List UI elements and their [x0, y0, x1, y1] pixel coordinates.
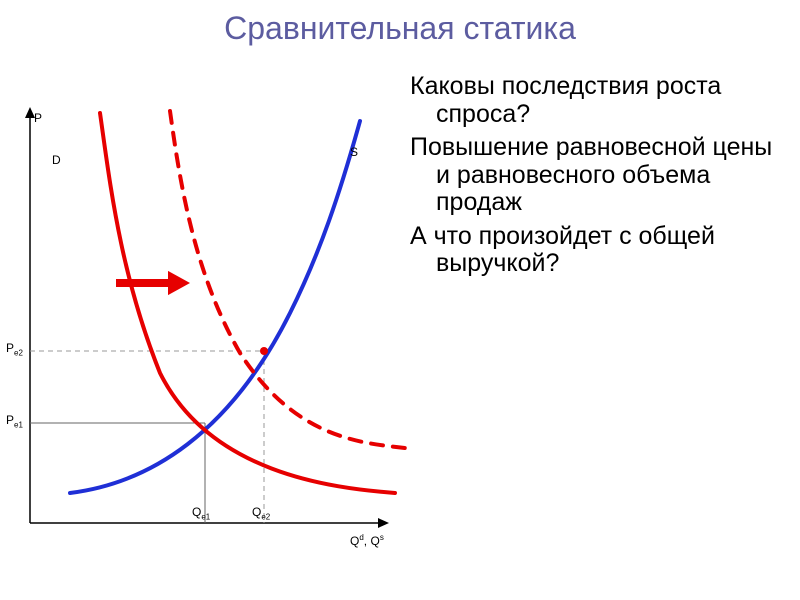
question-2: А что произойдет с общей выручкой? [410, 223, 790, 278]
curve-d-label: D [52, 153, 61, 167]
text-block: Каковы последствия роста спроса? Повышен… [410, 53, 800, 573]
y-axis-label: P [34, 111, 42, 125]
pe2-label: Pe2 [6, 341, 23, 357]
x-axis-label: Qd, Qs [350, 533, 384, 548]
qe1-label: Qe1 [192, 505, 210, 521]
qe2-label: Qe2 [252, 505, 270, 521]
supply-demand-chart [0, 53, 410, 563]
pe1-label: Pe1 [6, 413, 23, 429]
page-title: Сравнительная статика [0, 0, 800, 53]
curve-s-label: S [350, 145, 358, 159]
content-row: P Qd, Qs D S Pe2 Pe1 Qe1 Qe2 Каковы посл… [0, 53, 800, 573]
chart-container: P Qd, Qs D S Pe2 Pe1 Qe1 Qe2 [0, 53, 410, 573]
answer-1: Повышение равновесной цены и равновесног… [410, 134, 790, 217]
question-1: Каковы последствия роста спроса? [410, 73, 790, 128]
